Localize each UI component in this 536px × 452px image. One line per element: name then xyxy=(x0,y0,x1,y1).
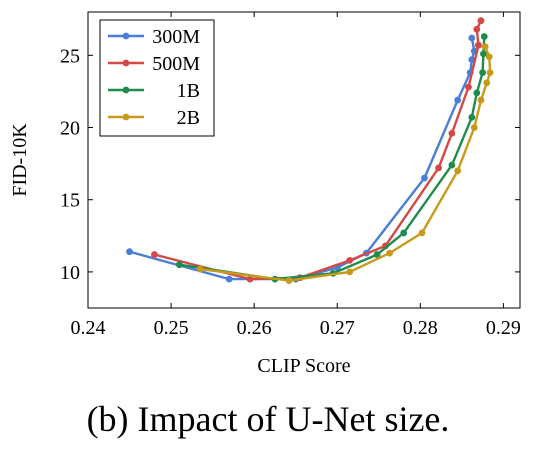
data-point xyxy=(418,229,426,237)
data-point xyxy=(483,79,491,87)
y-axis-label: FID-10K xyxy=(9,123,31,197)
data-point xyxy=(373,251,381,258)
data-point xyxy=(477,96,485,104)
y-tick-label: 20 xyxy=(60,118,80,140)
legend-marker xyxy=(122,32,130,40)
data-point xyxy=(485,53,493,61)
data-point xyxy=(470,124,478,131)
data-point xyxy=(477,17,485,25)
data-point xyxy=(346,256,354,264)
data-point xyxy=(480,50,487,58)
data-point xyxy=(285,277,293,284)
x-tick-label: 0.29 xyxy=(486,317,521,339)
data-point xyxy=(473,89,481,97)
data-point xyxy=(448,161,456,169)
series-line-1b xyxy=(179,36,486,281)
data-point xyxy=(465,83,472,91)
plot-area: 0.24 0.25 0.26 0.27 0.28 0.29 10 15 20 25 CLIP Sco… xyxy=(9,11,521,377)
data-point xyxy=(468,114,476,121)
legend-label: 300M xyxy=(152,26,200,48)
series-line-2b xyxy=(200,46,492,282)
data-point xyxy=(400,229,408,237)
legend-label: 500M xyxy=(152,53,200,75)
legend-label: 2B xyxy=(177,107,200,129)
data-point xyxy=(421,174,428,182)
x-tick-label: 0.28 xyxy=(403,317,438,339)
data-point xyxy=(386,249,393,257)
data-point xyxy=(468,34,476,42)
data-point xyxy=(346,268,354,276)
x-tick-label: 0.27 xyxy=(320,317,355,339)
data-point xyxy=(246,275,254,283)
legend-marker xyxy=(122,113,130,121)
chart: 0.24 0.25 0.26 0.27 0.28 0.29 10 15 20 25 CLIP Sco… xyxy=(9,11,521,377)
data-point xyxy=(473,25,481,33)
data-point xyxy=(448,129,456,137)
data-point xyxy=(479,69,487,77)
axes-frame xyxy=(87,11,521,309)
y-tick-label: 15 xyxy=(60,190,80,212)
y-tick-label: 10 xyxy=(60,262,80,284)
x-tick-label: 0.25 xyxy=(154,317,189,339)
data-point xyxy=(454,96,462,104)
data-point xyxy=(435,164,442,172)
legend-label: 1B xyxy=(177,80,200,102)
data-point xyxy=(151,251,158,258)
y-tick-label: 25 xyxy=(60,45,80,67)
data-point xyxy=(480,33,488,40)
data-point xyxy=(475,41,482,49)
data-point xyxy=(481,43,489,51)
data-point xyxy=(225,275,233,283)
data-point xyxy=(196,265,204,273)
legend-marker xyxy=(122,59,130,67)
legend-marker xyxy=(122,86,130,94)
x-tick-label: 0.26 xyxy=(237,317,272,339)
data-point xyxy=(454,167,462,175)
data-point xyxy=(486,69,494,77)
x-axis-label: CLIP Score xyxy=(257,355,350,377)
x-tick-label: 0.24 xyxy=(71,317,106,339)
figure-caption: (b) Impact of U-Net size. xyxy=(86,399,450,439)
data-point xyxy=(126,248,133,256)
data-point xyxy=(175,261,183,269)
